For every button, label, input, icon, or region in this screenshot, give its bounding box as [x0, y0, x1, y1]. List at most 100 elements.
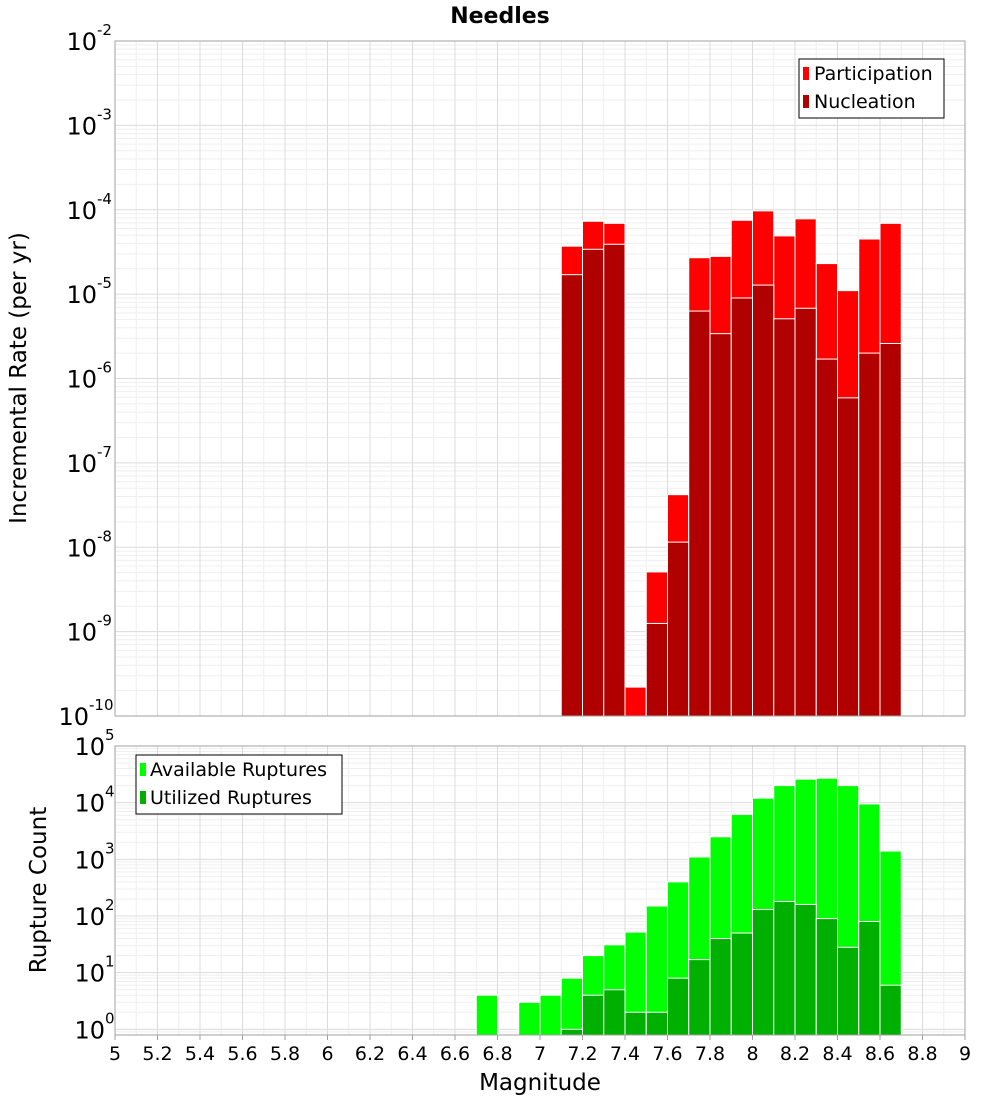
y-tick-base: 10 [66, 112, 97, 140]
y-tick-label: 10 5 [74, 726, 114, 761]
legend-label-nucleation: Nucleation [814, 91, 916, 113]
bar-utilized-ruptures [624, 1011, 647, 1036]
bar-available-ruptures [475, 994, 498, 1036]
y-tick-base: 10 [66, 619, 97, 647]
x-tick-label: 7.2 [567, 1043, 597, 1065]
x-axis-label: Magnitude [479, 1070, 601, 1096]
bar-utilized-ruptures [645, 1011, 668, 1036]
y-tick-exponent: 3 [105, 839, 115, 857]
bar-utilized-ruptures [582, 994, 605, 1036]
bar-nucleation [688, 310, 711, 717]
y-tick-exponent: 0 [105, 1009, 115, 1027]
legend-swatch-available [140, 763, 146, 776]
y-tick-label: 10 -6 [66, 359, 112, 394]
x-tick-label: 7.6 [652, 1043, 682, 1065]
bar-utilized-ruptures [773, 901, 796, 1036]
bar-nucleation [837, 397, 860, 717]
legend-box [135, 754, 343, 815]
bar-nucleation [815, 358, 838, 717]
bar-utilized-ruptures [752, 909, 775, 1036]
x-tick-label: 5.8 [270, 1043, 300, 1065]
y-tick-base: 10 [74, 903, 105, 931]
y-tick-label: 10 -8 [66, 527, 112, 562]
x-tick-label: 9 [959, 1043, 971, 1065]
bar-nucleation [858, 352, 881, 717]
bar-utilized-ruptures [879, 984, 902, 1036]
x-tick-label: 5.6 [227, 1043, 257, 1065]
x-tick-label: 6.6 [440, 1043, 470, 1065]
bar-nucleation [794, 307, 817, 717]
rate-panel-y-axis-label: Incremental Rate (per yr) [6, 232, 32, 524]
y-tick-exponent: 2 [105, 896, 115, 914]
x-tick-label: 5.2 [142, 1043, 172, 1065]
y-tick-exponent: -7 [97, 443, 112, 461]
y-tick-label: 10 -2 [66, 21, 112, 56]
y-tick-exponent: 4 [105, 783, 115, 801]
y-tick-base: 10 [74, 1016, 105, 1044]
x-tick-label: 7 [534, 1043, 546, 1065]
x-tick-label: 8 [746, 1043, 758, 1065]
y-tick-base: 10 [74, 846, 105, 874]
y-tick-exponent: 1 [105, 953, 115, 971]
rate-panel-frame [114, 40, 966, 717]
bar-nucleation [645, 622, 668, 717]
bar-utilized-ruptures [560, 1028, 583, 1036]
x-tick-label: 8.6 [865, 1043, 895, 1065]
y-tick-label: 10 -4 [66, 190, 112, 225]
bar-nucleation [603, 243, 626, 717]
y-tick-exponent: -3 [97, 105, 112, 123]
y-tick-base: 10 [58, 703, 89, 731]
x-tick-label: 7.8 [695, 1043, 725, 1065]
legend-label-available: Available Ruptures [150, 759, 327, 781]
bar-utilized-ruptures [837, 946, 860, 1036]
y-tick-base: 10 [66, 28, 97, 56]
x-tick-label: 8.8 [907, 1043, 937, 1065]
bar-utilized-ruptures [815, 918, 838, 1036]
x-tick-label: 8.4 [822, 1043, 852, 1065]
count-panel-legend: Available Ruptures Utilized Ruptures [135, 754, 343, 815]
y-tick-base: 10 [66, 197, 97, 225]
y-tick-label: 10 -3 [66, 105, 112, 140]
y-tick-label: 10 -7 [66, 443, 112, 478]
legend-box [798, 58, 945, 119]
x-tick-label: 8.2 [780, 1043, 810, 1065]
y-tick-base: 10 [66, 450, 97, 478]
y-tick-label: 10 -5 [66, 274, 112, 309]
bar-utilized-ruptures [603, 989, 626, 1036]
y-tick-label: 10 1 [74, 953, 114, 988]
bar-utilized-ruptures [688, 959, 711, 1036]
rate-panel-bars [560, 210, 902, 717]
x-tick-label: 6.8 [482, 1043, 512, 1065]
bar-nucleation [773, 318, 796, 717]
bar-nucleation [730, 297, 753, 717]
count-panel-bars [475, 777, 902, 1036]
x-tick-label: 6.4 [397, 1043, 427, 1065]
legend-swatch-utilized [140, 791, 146, 804]
y-tick-exponent: -4 [97, 190, 112, 208]
bar-participation [624, 686, 647, 717]
legend-label-participation: Participation [814, 63, 933, 85]
x-tick-label: 5.4 [185, 1043, 215, 1065]
y-tick-label: 10 3 [74, 839, 114, 874]
bar-nucleation [582, 248, 605, 717]
rate-panel-legend: Participation Nucleation [798, 58, 945, 119]
bar-nucleation [752, 284, 775, 717]
count-panel-y-axis-label: Rupture Count [26, 807, 52, 973]
y-tick-exponent: -2 [97, 21, 112, 39]
bar-utilized-ruptures [730, 932, 753, 1036]
y-tick-base: 10 [66, 281, 97, 309]
x-tick-label: 6 [321, 1043, 333, 1065]
x-tick-label: 6.2 [355, 1043, 385, 1065]
y-tick-exponent: -5 [97, 274, 112, 292]
bar-available-ruptures [539, 994, 562, 1036]
bar-nucleation [709, 333, 732, 717]
bar-nucleation [560, 274, 583, 717]
y-tick-exponent: -6 [97, 359, 112, 377]
x-axis-ticks: 5 5.2 5.4 5.6 5.8 6 6.2 6.4 6.6 6.8 7 7.2 7.4 7.6 7.8 8… [109, 1035, 971, 1065]
y-tick-label: 10 4 [74, 783, 114, 818]
x-tick-label: 5 [109, 1043, 121, 1065]
